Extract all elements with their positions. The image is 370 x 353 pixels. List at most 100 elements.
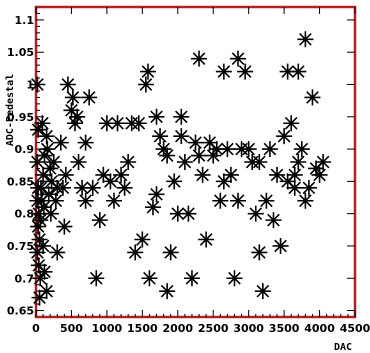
data-point	[180, 205, 197, 222]
data-point	[219, 141, 236, 158]
data-point	[95, 166, 112, 183]
data-point	[102, 173, 119, 190]
data-point	[120, 154, 137, 170]
data-point	[29, 76, 46, 93]
x-tick-label: 0	[32, 322, 40, 335]
x-tick-label: 3000	[233, 322, 264, 335]
data-point	[201, 134, 218, 151]
data-point	[105, 192, 122, 209]
data-point	[290, 63, 307, 80]
data-point	[113, 166, 130, 183]
data-point	[191, 147, 208, 164]
data-point	[169, 205, 186, 222]
y-tick-label: 0.75	[7, 240, 34, 253]
data-point	[42, 160, 59, 177]
data-point	[315, 154, 332, 170]
data-point	[166, 173, 183, 190]
data-point	[230, 50, 247, 67]
data-point	[144, 199, 161, 216]
y-tick-label: 1.1	[15, 14, 35, 27]
data-point	[38, 128, 55, 145]
data-point	[251, 244, 268, 261]
data-point	[84, 179, 101, 196]
x-tick-label: 2000	[162, 322, 193, 335]
data-point	[237, 63, 254, 80]
data-point	[31, 231, 48, 248]
data-point	[77, 134, 94, 151]
data-point	[251, 154, 268, 170]
data-point	[91, 212, 108, 229]
data-point	[30, 257, 47, 274]
data-point	[308, 160, 325, 177]
data-point	[47, 192, 64, 209]
data-point	[159, 147, 176, 164]
data-point	[286, 179, 303, 196]
data-point	[30, 205, 47, 222]
data-point	[279, 63, 296, 80]
data-point	[297, 192, 314, 209]
data-point	[304, 89, 321, 106]
data-point	[39, 141, 56, 158]
data-point	[130, 115, 147, 132]
x-tick-label: 1500	[127, 322, 158, 335]
data-point	[66, 115, 83, 132]
data-point	[70, 154, 87, 170]
data-point	[212, 192, 229, 209]
y-tick-label: 0.9	[15, 143, 35, 156]
data-point	[215, 63, 232, 80]
data-point	[261, 141, 278, 158]
data-point	[29, 244, 46, 261]
data-point	[40, 186, 57, 203]
data-point	[230, 192, 247, 209]
data-point	[116, 179, 133, 196]
data-point	[38, 283, 55, 300]
data-point	[205, 147, 222, 164]
data-point	[162, 244, 179, 261]
data-point	[59, 76, 76, 93]
data-point	[176, 154, 193, 170]
data-point	[35, 166, 52, 183]
data-point	[32, 212, 49, 229]
data-point	[208, 141, 225, 158]
data-point	[290, 154, 307, 170]
data-point	[194, 166, 211, 183]
data-point	[276, 128, 293, 145]
data-point	[258, 192, 275, 209]
data-point	[286, 166, 303, 183]
data-point	[33, 192, 50, 209]
data-point	[293, 141, 310, 158]
data-point	[36, 147, 53, 164]
data-point	[148, 108, 165, 125]
data-point	[279, 173, 296, 190]
data-point	[81, 89, 98, 106]
data-point	[265, 212, 282, 229]
data-point	[49, 244, 66, 261]
data-point	[137, 76, 154, 93]
data-point	[148, 186, 165, 203]
x-axis-label: DAC	[334, 342, 352, 353]
data-markers	[29, 31, 332, 306]
data-point	[254, 283, 271, 300]
data-point	[74, 179, 91, 196]
data-point	[297, 31, 314, 48]
data-point	[134, 231, 151, 248]
x-tick-label: 3500	[269, 322, 300, 335]
data-point	[42, 205, 59, 222]
data-point	[269, 166, 286, 183]
data-point	[35, 237, 52, 254]
data-point	[63, 102, 80, 119]
y-tick-label: 0.95	[7, 111, 34, 124]
y-axis-label: ADC-Pedestal	[5, 74, 16, 146]
data-point	[57, 166, 74, 183]
data-point	[283, 115, 300, 132]
data-point	[30, 121, 47, 138]
data-point	[43, 173, 60, 190]
data-point	[30, 218, 47, 235]
data-point	[98, 115, 115, 132]
data-point	[54, 179, 71, 196]
data-point	[173, 108, 190, 125]
data-point	[64, 89, 81, 106]
data-point	[183, 270, 200, 287]
data-point	[109, 115, 126, 132]
